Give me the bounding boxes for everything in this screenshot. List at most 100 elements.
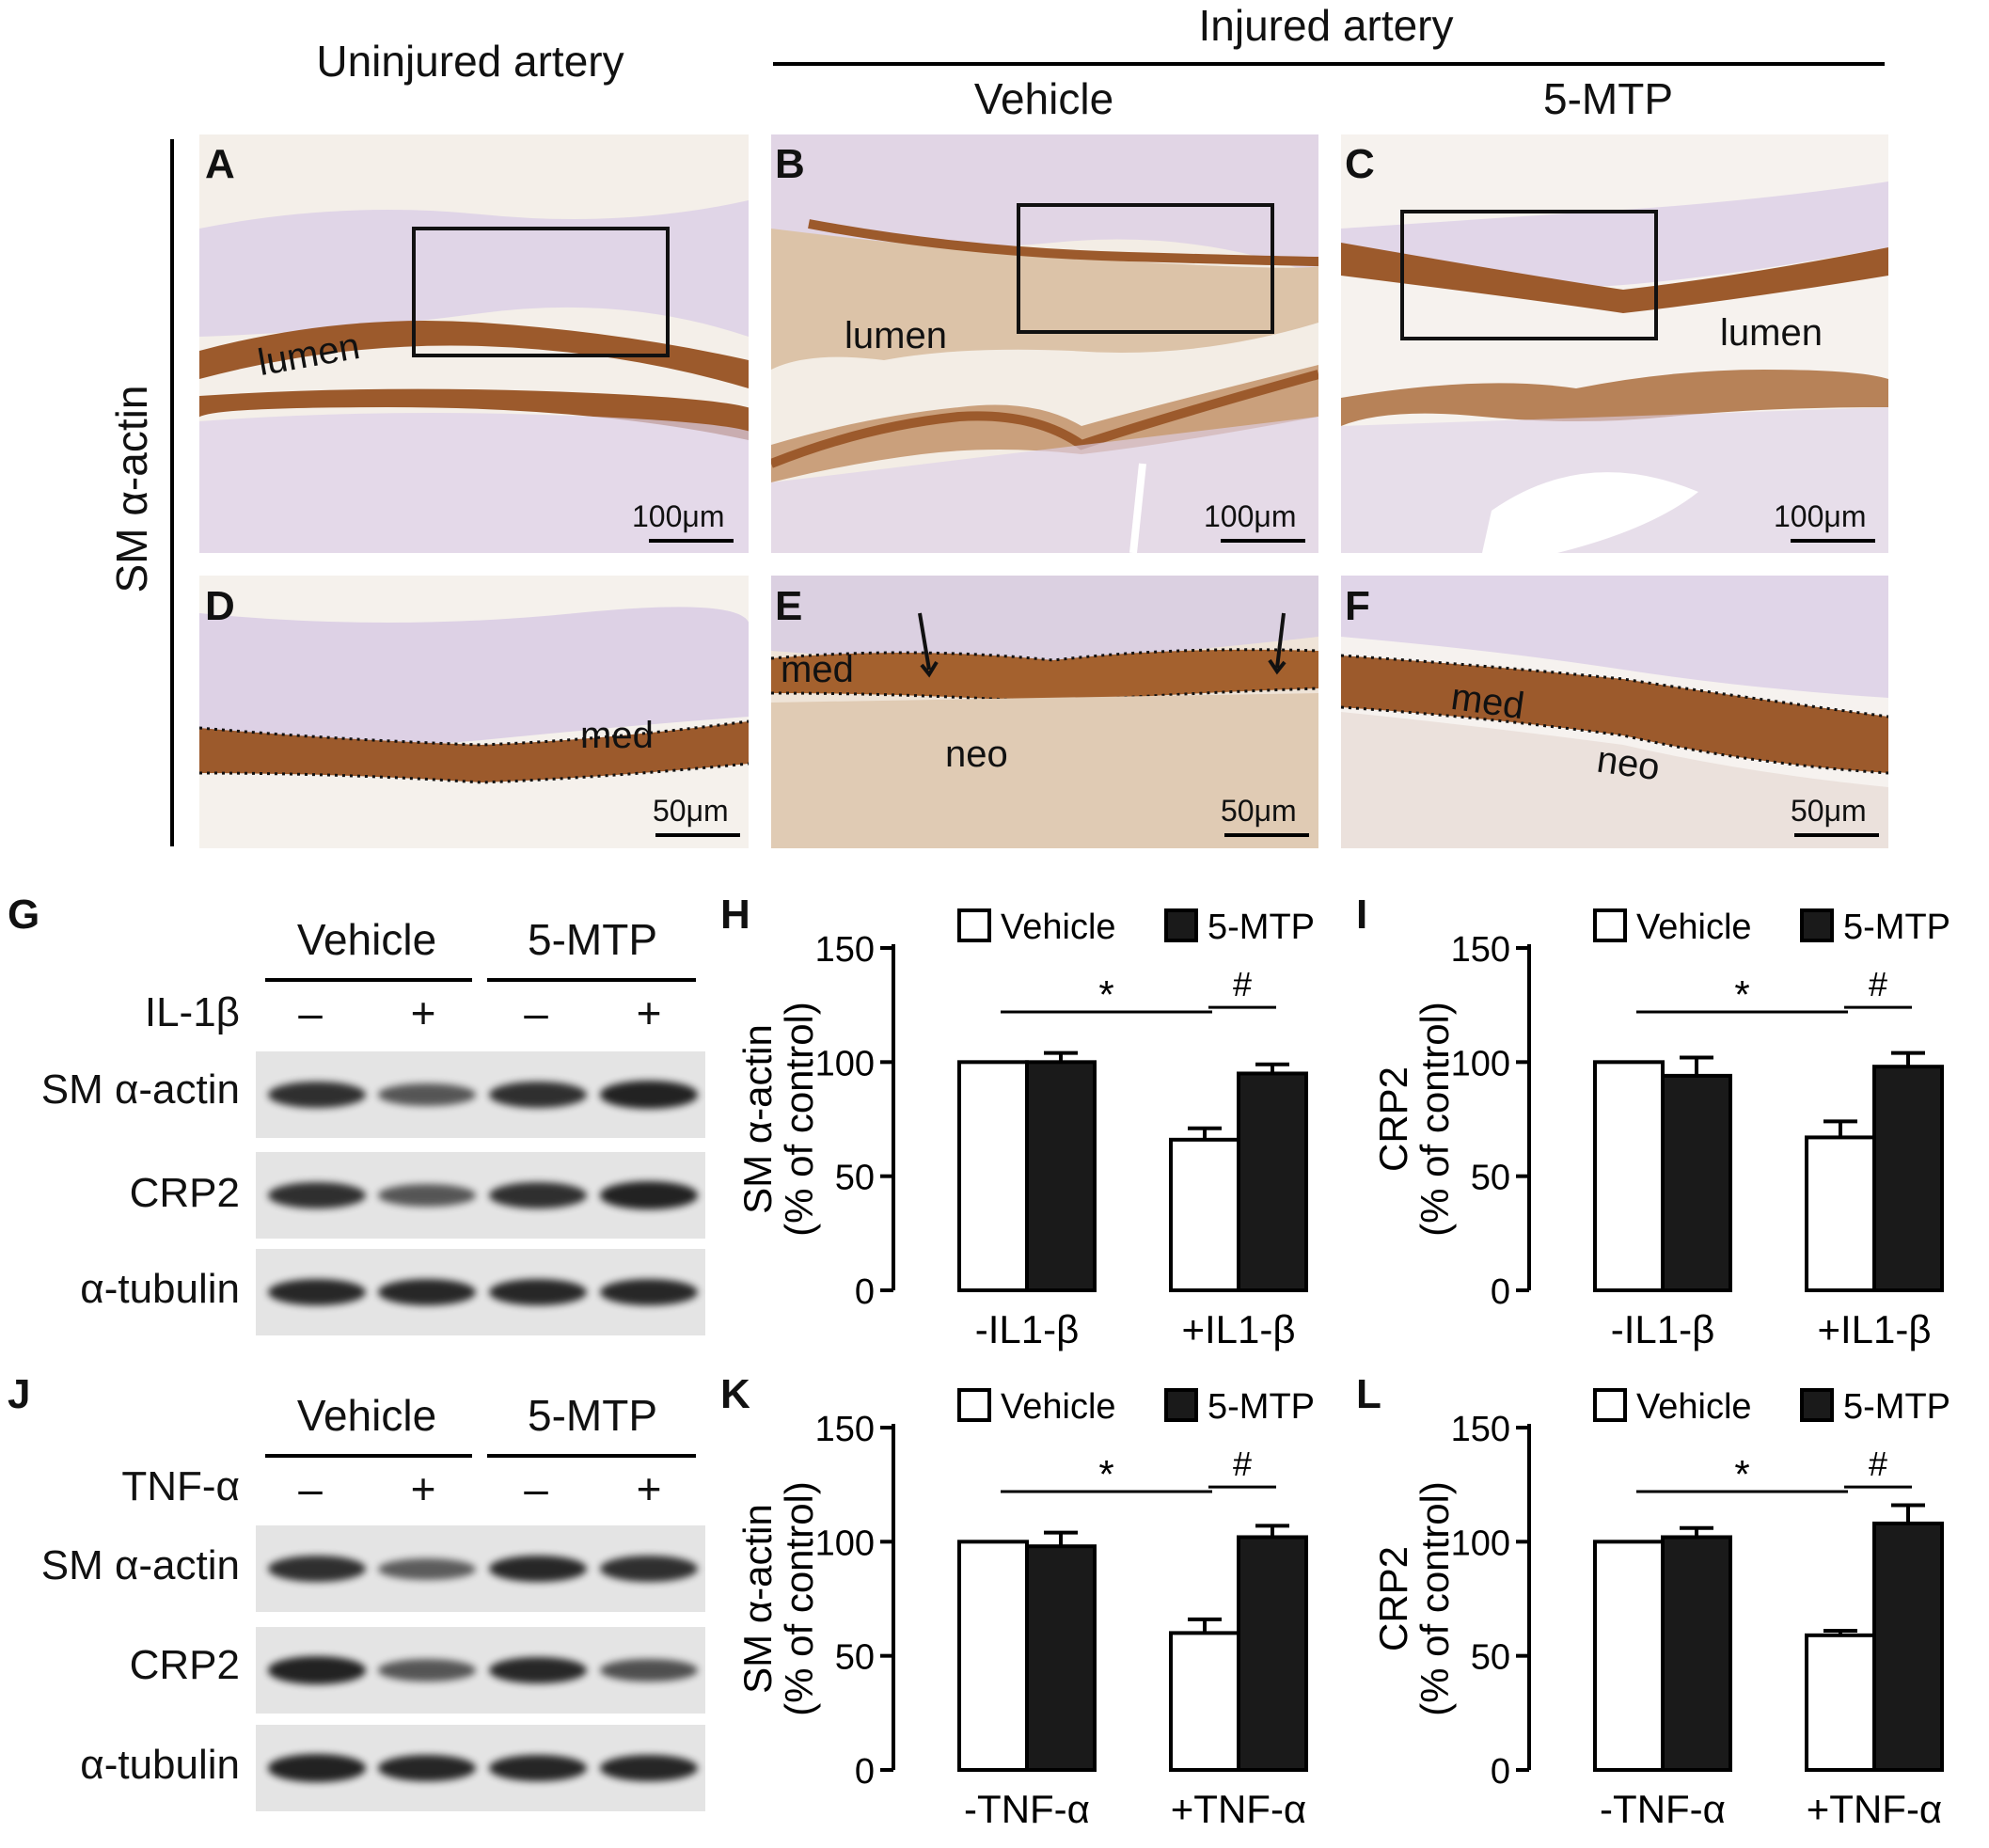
bar-vehicle-1 (1593, 1540, 1665, 1772)
panel-label-i: I (1356, 892, 1368, 938)
y-tick-label: 100 (815, 1524, 875, 1563)
blot-j-band-r2-l4 (600, 1658, 698, 1682)
blot-g-vehicle-underline (265, 978, 472, 982)
panel-label-l: L (1356, 1371, 1381, 1417)
bar-5mtp-1 (1661, 1073, 1732, 1292)
stain-label: SM α-actin (107, 385, 156, 593)
micrograph-c: lumen 100μm (1341, 134, 1888, 553)
blot-j-row-label-1: SM α-actin (40, 1542, 240, 1588)
blot-g-band-r2-l4 (600, 1181, 698, 1209)
blot-j-5mtp-underline (487, 1454, 696, 1458)
panel-label-g: G (8, 892, 40, 938)
blot-g-band-r1-l3 (489, 1082, 587, 1108)
significance-star: * (1098, 1452, 1113, 1496)
blot-j-band-r3-l2 (378, 1754, 476, 1782)
blot-j-band-r1-l2 (378, 1557, 476, 1580)
y-tick-label: 150 (815, 930, 875, 970)
y-tick-label: 100 (815, 1044, 875, 1083)
blot-g-sign-2: + (410, 988, 436, 1037)
blot-j-row-label-3: α-tubulin (80, 1742, 240, 1788)
bar-vehicle-1 (957, 1060, 1029, 1292)
micrograph-f: med neo 50μm (1341, 576, 1888, 848)
scale-bar-e (1224, 833, 1309, 837)
blot-g-band-r3-l4 (600, 1278, 698, 1306)
y-tick-label: 50 (1471, 1159, 1510, 1198)
legend-label-vehicle: Vehicle (1001, 908, 1116, 947)
blot-j-vehicle-underline (265, 1454, 472, 1458)
significance-hash: # (1869, 965, 1887, 1003)
bar-chart-k: 0 50 100 150 SM α-actin (% of control) -TNF-α +… (715, 1382, 1354, 1843)
panel-label-f: F (1345, 583, 1370, 629)
bar-5mtp-2 (1237, 1535, 1308, 1772)
bar-vehicle-1 (957, 1540, 1029, 1772)
bar-vehicle-2 (1169, 1631, 1240, 1772)
blot-j-band-r1-l3 (489, 1555, 587, 1583)
legend-label-vehicle: Vehicle (1001, 1387, 1116, 1427)
y-tick-label: 0 (1491, 1272, 1510, 1312)
bar-5mtp-1 (1025, 1544, 1097, 1772)
scale-label-e: 50μm (1221, 794, 1297, 828)
y-tick-label: 50 (835, 1159, 875, 1198)
blot-j-5mtp-header: 5-MTP (528, 1391, 657, 1440)
scale-bar-d (655, 833, 740, 837)
x-category-label: -TNF-α (1600, 1787, 1726, 1831)
scale-label-b: 100μm (1204, 499, 1297, 533)
chart-svg-l: 0 50 100 150 CRP2(% of control) -TNF-α +TNF-α *… (1371, 1387, 1950, 1831)
x-category-label: -TNF-α (964, 1787, 1090, 1831)
y-axis-label-2: (% of control) (1413, 1481, 1457, 1716)
neo-label-e: neo (945, 734, 1008, 775)
y-axis-label: CRP2 (1371, 1066, 1415, 1172)
blot-g-treatment-label: IL-1β (144, 989, 240, 1035)
y-axis-label-2: (% of control) (777, 1002, 821, 1237)
legend-label-5mtp: 5-MTP (1208, 1387, 1315, 1427)
x-category-label: +IL1-β (1817, 1307, 1931, 1351)
legend-swatch-5mtp (1164, 1388, 1198, 1422)
legend-label-5mtp: 5-MTP (1843, 908, 1950, 947)
scale-bar-c (1791, 539, 1875, 543)
y-axis-label: SM α-actin (735, 1504, 780, 1694)
legend-label-5mtp: 5-MTP (1208, 908, 1315, 947)
bar-5mtp-2 (1237, 1071, 1308, 1292)
y-axis-label: CRP2 (1371, 1546, 1415, 1651)
legend-swatch-vehicle (957, 1388, 991, 1422)
panel-label-j: J (8, 1371, 31, 1417)
scale-bar-a (649, 539, 734, 543)
injured-artery-divider (773, 62, 1885, 66)
med-label-d: med (580, 715, 654, 756)
bar-5mtp-1 (1661, 1535, 1732, 1772)
header-uninjured-artery: Uninjured artery (316, 37, 624, 86)
legend-swatch-vehicle (1593, 908, 1627, 942)
blot-g-5mtp-underline (487, 978, 696, 982)
significance-star: * (1734, 1452, 1749, 1496)
bar-5mtp-2 (1872, 1521, 1944, 1772)
y-tick-label: 100 (1451, 1524, 1510, 1563)
significance-hash: # (1233, 965, 1252, 1003)
blot-j-treatment-label: TNF-α (121, 1463, 240, 1509)
legend-swatch-5mtp (1164, 908, 1198, 942)
blot-g-band-r3-l3 (489, 1278, 587, 1306)
blot-g-band-r1-l2 (378, 1083, 476, 1106)
header-vehicle: Vehicle (973, 74, 1114, 123)
y-axis-label-2: (% of control) (777, 1481, 821, 1716)
lumen-label-b: lumen (845, 315, 947, 356)
header-5mtp: 5-MTP (1543, 74, 1673, 123)
bar-chart-i: 0 50 100 150 CRP2 (% of control) -IL1-β +IL1-β *… (1350, 903, 1989, 1364)
blot-j-sign-4: + (636, 1464, 662, 1513)
med-label-e: med (781, 649, 854, 690)
panel-label-b: B (775, 141, 805, 187)
blot-j-row-label-2: CRP2 (129, 1642, 240, 1688)
y-tick-label: 50 (835, 1638, 875, 1678)
blot-j-sign-1: – (298, 1464, 323, 1513)
neo-label-f: neo (1594, 738, 1663, 789)
significance-hash: # (1869, 1445, 1887, 1483)
micrograph-e: med neo 50μm (771, 576, 1318, 848)
bar-chart-l: 0 50 100 150 CRP2 (% of control) -TNF-α +TNF-α *… (1350, 1382, 1989, 1843)
legend-label-vehicle: Vehicle (1636, 1387, 1752, 1427)
x-category-label: +TNF-α (1807, 1787, 1942, 1831)
blot-g-band-r3-l1 (268, 1278, 366, 1306)
chart-svg-i: 0 50 100 150 CRP2(% of control) -IL1-β +IL1-β *… (1371, 908, 1950, 1351)
blot-j-band-r3-l4 (600, 1754, 698, 1782)
blot-g-band-r3-l2 (378, 1278, 476, 1306)
bar-chart-h: 0 50 100 150 SM α-actin (% of control) -IL1-β +… (715, 903, 1354, 1364)
blot-g-band-r2-l3 (489, 1182, 587, 1208)
